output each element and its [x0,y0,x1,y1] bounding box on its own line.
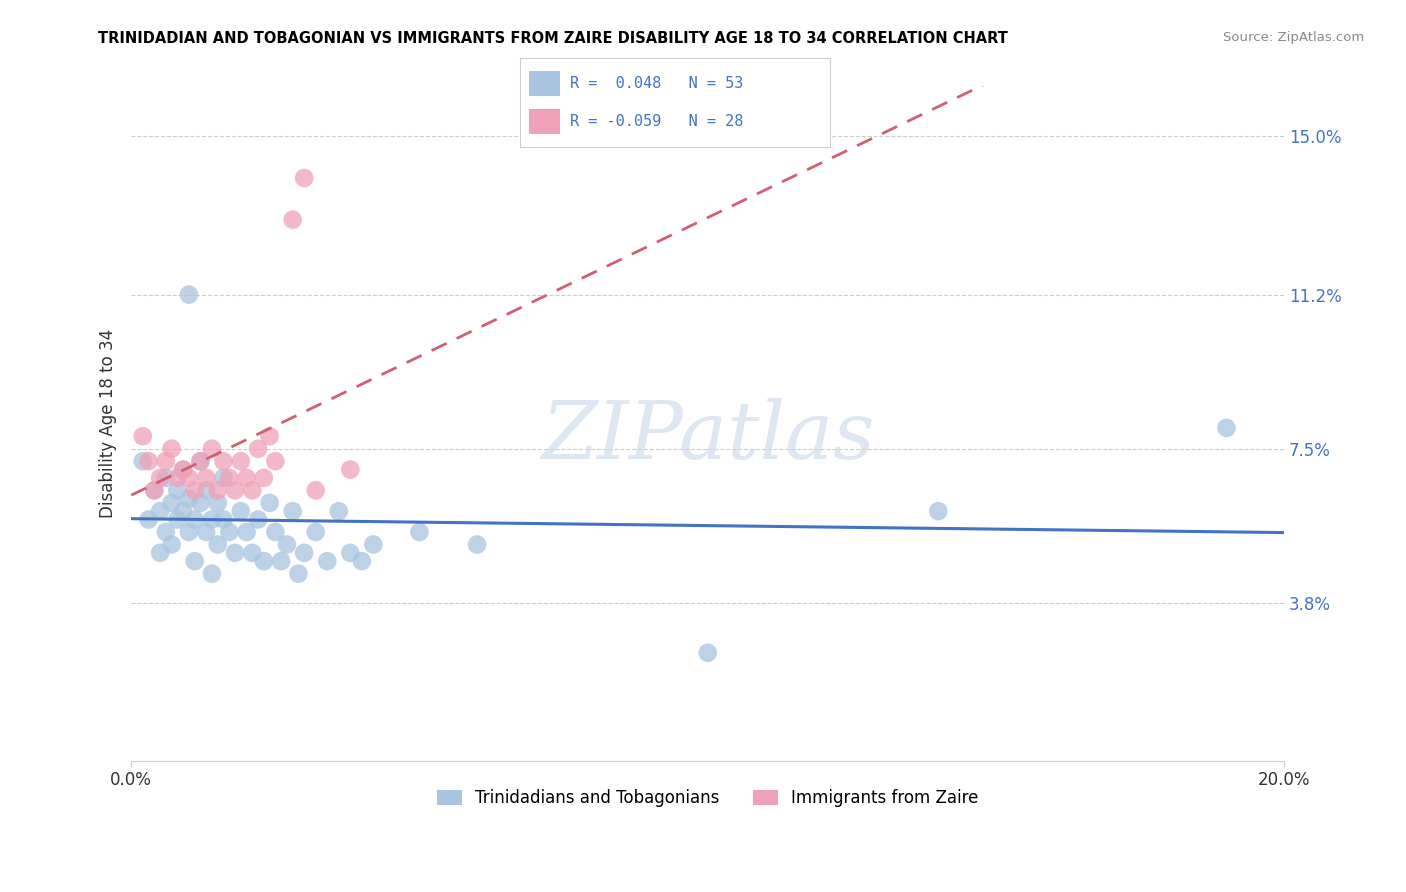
Point [195,471,218,485]
Point [281,504,304,518]
Text: R =  0.048   N = 53: R = 0.048 N = 53 [569,76,744,91]
Point [240,546,263,560]
Point [177,524,200,539]
Point [177,491,200,506]
Point [350,554,373,568]
Point [172,504,194,518]
Point [218,471,240,485]
Point [253,554,276,568]
Point [201,566,224,581]
Text: TRINIDADIAN AND TOBAGONIAN VS IMMIGRANTS FROM ZAIRE DISABILITY AGE 18 TO 34 CORR: TRINIDADIAN AND TOBAGONIAN VS IMMIGRANTS… [98,31,1008,46]
Point [149,546,172,560]
Point [207,496,229,510]
Point [149,471,172,485]
Point [207,483,229,498]
Text: Source: ZipAtlas.com: Source: ZipAtlas.com [1223,31,1364,45]
Point [465,537,488,551]
Point [166,512,188,526]
Point [247,442,270,456]
Point [270,554,292,568]
Point [339,462,361,476]
Point [195,483,218,498]
Text: R = -0.059   N = 28: R = -0.059 N = 28 [569,114,744,129]
Point [201,442,224,456]
Point [190,496,212,510]
Point [183,483,205,498]
Point [235,471,257,485]
Point [155,471,177,485]
Point [177,287,200,301]
Point [201,512,224,526]
Point [160,442,183,456]
Point [229,504,252,518]
Point [132,429,155,443]
Point [235,524,257,539]
Point [247,512,270,526]
Point [172,462,194,476]
Point [276,537,298,551]
Point [224,546,246,560]
Point [927,504,949,518]
Point [166,471,188,485]
Point [259,429,281,443]
Point [259,496,281,510]
Point [190,454,212,468]
Point [183,554,205,568]
Point [281,212,304,227]
Point [155,524,177,539]
Point [316,554,339,568]
Point [253,471,276,485]
Point [328,504,350,518]
Point [305,483,328,498]
Point [172,462,194,476]
Point [207,537,229,551]
Point [190,454,212,468]
Point [177,471,200,485]
Point [160,537,183,551]
Point [160,496,183,510]
Point [229,454,252,468]
Point [264,524,287,539]
Point [224,483,246,498]
Point [166,483,188,498]
Point [138,512,160,526]
Point [264,454,287,468]
Point [287,566,309,581]
Point [339,546,361,560]
Point [183,512,205,526]
Point [132,454,155,468]
Point [1215,421,1237,435]
Point [138,454,160,468]
Point [363,537,385,551]
Point [143,483,166,498]
Point [696,646,718,660]
Point [218,524,240,539]
Point [212,512,235,526]
Text: ZIPatlas: ZIPatlas [541,399,875,476]
Point [195,524,218,539]
Point [240,483,263,498]
Point [212,454,235,468]
Y-axis label: Disability Age 18 to 34: Disability Age 18 to 34 [100,329,117,518]
Point [408,524,430,539]
Point [305,524,328,539]
FancyBboxPatch shape [530,109,561,134]
FancyBboxPatch shape [530,71,561,96]
Point [143,483,166,498]
Point [149,504,172,518]
Point [292,546,315,560]
Point [155,454,177,468]
Point [212,471,235,485]
Point [292,171,315,186]
Legend: Trinidadians and Tobagonians, Immigrants from Zaire: Trinidadians and Tobagonians, Immigrants… [430,782,986,814]
